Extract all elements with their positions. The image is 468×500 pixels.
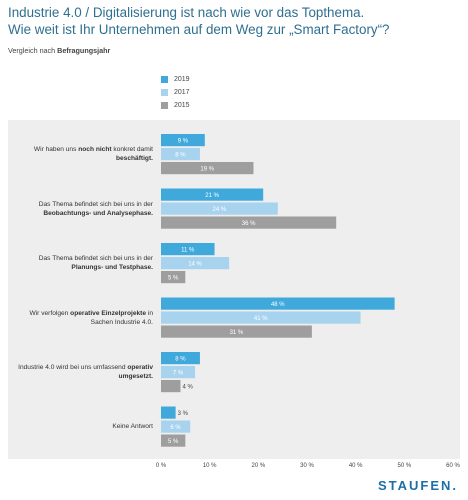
- category-label-part: Industrie 4.0 wird bei uns umfassend: [18, 364, 128, 372]
- category-label-part: noch nicht: [78, 146, 112, 154]
- category-label-part: Planungs- und Testphase.: [71, 264, 153, 272]
- legend-swatch: [161, 76, 168, 83]
- bar-2015: [161, 216, 337, 229]
- bar-value-label: 19 %: [200, 166, 214, 172]
- legend-label: 2017: [174, 89, 190, 96]
- subtitle-bold: Befragungsjahr: [57, 46, 111, 55]
- legend-swatch: [161, 89, 168, 96]
- x-tick-label: 30 %: [300, 463, 314, 469]
- bar-value-label: 24 %: [213, 207, 227, 213]
- x-tick-label: 50 %: [397, 463, 411, 469]
- bar-value-label: 31 %: [230, 330, 244, 336]
- bar-value-label: 8 %: [175, 356, 186, 362]
- bar-2017: [161, 202, 278, 215]
- legend-swatch: [161, 102, 168, 109]
- legend-item-2017: 2017: [161, 86, 190, 99]
- category-label-part: Beobachtungs- und Analysephase.: [43, 209, 153, 217]
- title-line-2: Wie weit ist Ihr Unternehmen auf dem Weg…: [8, 22, 390, 37]
- category-label-part: konkret damit: [111, 146, 153, 154]
- category-label: Wir haben uns noch nicht konkret damit b…: [8, 145, 153, 163]
- bar-2015: [161, 162, 254, 175]
- category-label: Keine Antwort: [8, 422, 153, 431]
- x-tick-label: 60 %: [446, 463, 460, 469]
- bar-2017: [161, 257, 230, 270]
- bar-2017: [161, 311, 361, 324]
- staufen-logo: STAUFEN.: [377, 478, 458, 493]
- category-label-part: Wir verfolgen: [29, 309, 71, 317]
- bar-value-label: 9 %: [178, 138, 189, 144]
- bar-value-label: 14 %: [188, 261, 202, 267]
- chart-panel: [8, 120, 460, 459]
- legend-item-2019: 2019: [161, 73, 190, 86]
- bar-value-label: 41 %: [254, 316, 268, 322]
- category-label: Wir verfolgen operative Einzelprojekte i…: [8, 309, 153, 327]
- bar-2017: [161, 420, 191, 433]
- bar-2019: [161, 297, 395, 310]
- bar-2017: [161, 366, 196, 379]
- bar-2015: [161, 434, 186, 447]
- category-label-part: beschäftigt.: [115, 155, 153, 163]
- chart-title: Industrie 4.0 / Digitalisierung ist nach…: [8, 4, 463, 38]
- x-tick-label: 0 %: [156, 463, 167, 469]
- bar-value-label: 48 %: [271, 302, 285, 308]
- category-label-part: operative Einzelprojekte: [70, 309, 147, 317]
- bar-2015: [161, 325, 312, 338]
- category-label: Das Thema befindet sich bei uns in der P…: [8, 254, 153, 272]
- x-tick-label: 10 %: [203, 463, 217, 469]
- chart-legend: 2019 2017 2015: [161, 73, 190, 112]
- bar-2015: [161, 271, 186, 284]
- category-label-part: Wir haben uns: [33, 146, 79, 154]
- bar-value-label: 5 %: [168, 439, 179, 445]
- legend-label: 2019: [174, 76, 190, 83]
- bar-value-label: 36 %: [242, 221, 256, 227]
- x-tick-label: 20 %: [251, 463, 265, 469]
- bar-value-label: 7 %: [173, 370, 184, 376]
- bar-value-label: 8 %: [175, 152, 186, 158]
- bar-2019: [161, 134, 205, 147]
- bar-2019: [161, 243, 215, 256]
- chart-subtitle: Vergleich nach Befragungsjahr: [8, 46, 110, 55]
- bar-2019: [161, 406, 176, 419]
- bar-value-label: 21 %: [205, 193, 219, 199]
- category-label-part: operativ umgesetzt.: [118, 364, 153, 381]
- subtitle-prefix: Vergleich nach: [8, 46, 58, 55]
- category-label-part: in Sachen Industrie 4.0.: [90, 309, 153, 326]
- bar-value-label: 4 %: [182, 384, 193, 390]
- category-label-part: Das Thema befindet sich bei uns in der: [38, 200, 153, 208]
- category-label-part: Keine Antwort: [112, 423, 153, 431]
- legend-item-2015: 2015: [161, 99, 190, 112]
- bar-value-label: 6 %: [170, 425, 181, 431]
- bar-2015: [161, 380, 181, 393]
- bar-value-label: 11 %: [181, 247, 195, 253]
- bar-value-label: 5 %: [168, 275, 179, 281]
- bar-2019: [161, 352, 200, 365]
- x-tick-label: 40 %: [349, 463, 363, 469]
- title-line-1: Industrie 4.0 / Digitalisierung ist nach…: [8, 5, 365, 20]
- category-label-part: Das Thema befindet sich bei uns in der: [38, 255, 153, 263]
- legend-label: 2015: [174, 102, 190, 109]
- category-label: Das Thema befindet sich bei uns in der B…: [8, 200, 153, 218]
- bar-2017: [161, 148, 200, 161]
- category-label: Industrie 4.0 wird bei uns umfassend ope…: [8, 363, 153, 381]
- bar-2019: [161, 188, 264, 201]
- bar-value-label: 3 %: [178, 411, 189, 417]
